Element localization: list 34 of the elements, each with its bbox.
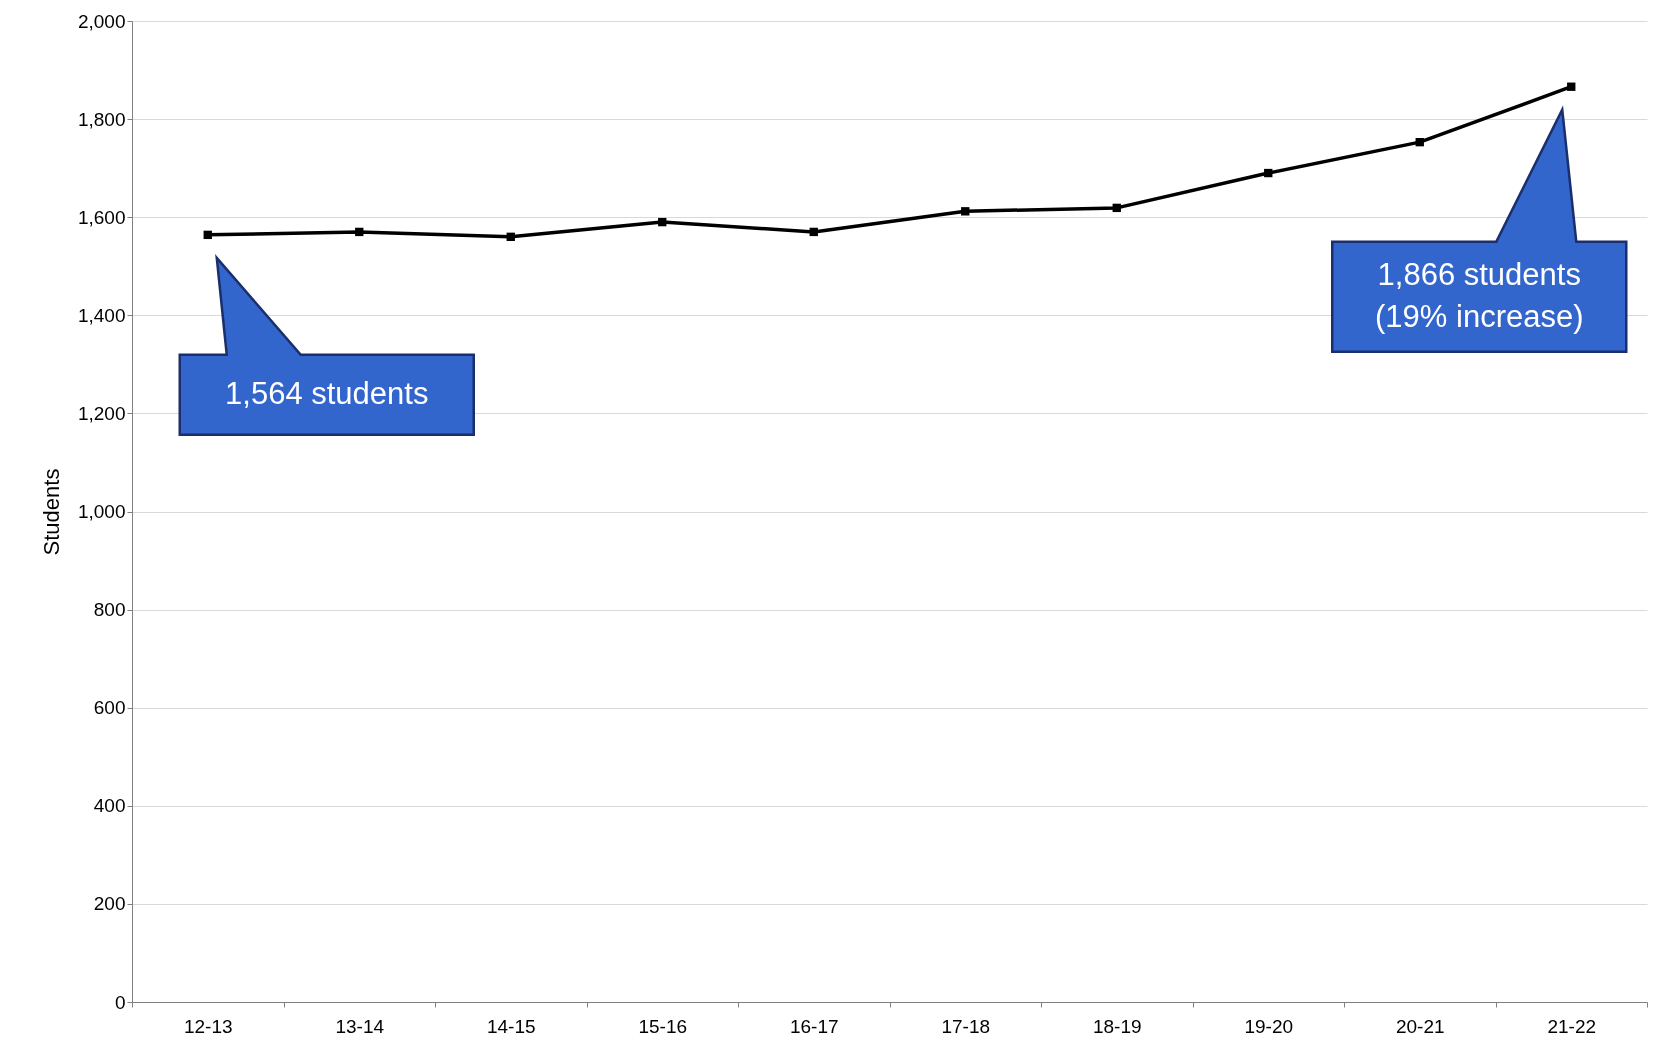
x-tick-label: 13-14 [335, 1015, 385, 1037]
y-tick-label: 200 [93, 893, 126, 915]
point [1112, 203, 1121, 213]
x-tick-label: 14-15 [486, 1015, 536, 1037]
point [961, 207, 970, 216]
x-tick-label: 16-17 [789, 1015, 839, 1037]
x-tick-label: 21-22 [1547, 1015, 1597, 1037]
y-tick-label: 1,400 [77, 304, 126, 326]
y-tick-label: 0 [114, 991, 126, 1013]
x-tick-label: 19-20 [1244, 1015, 1294, 1037]
y-tick-label: 1,800 [77, 108, 126, 130]
x-tick-label: 18-19 [1092, 1015, 1142, 1037]
y-tick-label: 2,000 [77, 10, 126, 32]
y-tick-label: 800 [93, 599, 126, 621]
y-tick-label: 1,200 [77, 402, 126, 424]
y-tick-label: 1,000 [77, 501, 126, 522]
point [1264, 168, 1273, 178]
y-axis-title: Students [38, 468, 64, 556]
point [203, 230, 212, 240]
x-tick-label: 20-21 [1395, 1015, 1445, 1037]
annotation: 1,866 students (19% increase) [1375, 256, 1584, 334]
point [355, 227, 364, 237]
x-tick-label: 17-18 [941, 1015, 991, 1037]
x-tick-label: 15-16 [638, 1015, 688, 1037]
point [809, 227, 818, 237]
point [1567, 82, 1576, 91]
point [506, 232, 515, 241]
y-tick-label: 400 [93, 795, 126, 817]
point [1415, 137, 1424, 147]
x-tick-label: 12-13 [183, 1015, 233, 1037]
y-tick-label: 600 [93, 697, 126, 719]
annotation: 1,564 students [225, 375, 429, 411]
y-tick-label: 1,600 [77, 206, 126, 228]
point [658, 217, 667, 227]
